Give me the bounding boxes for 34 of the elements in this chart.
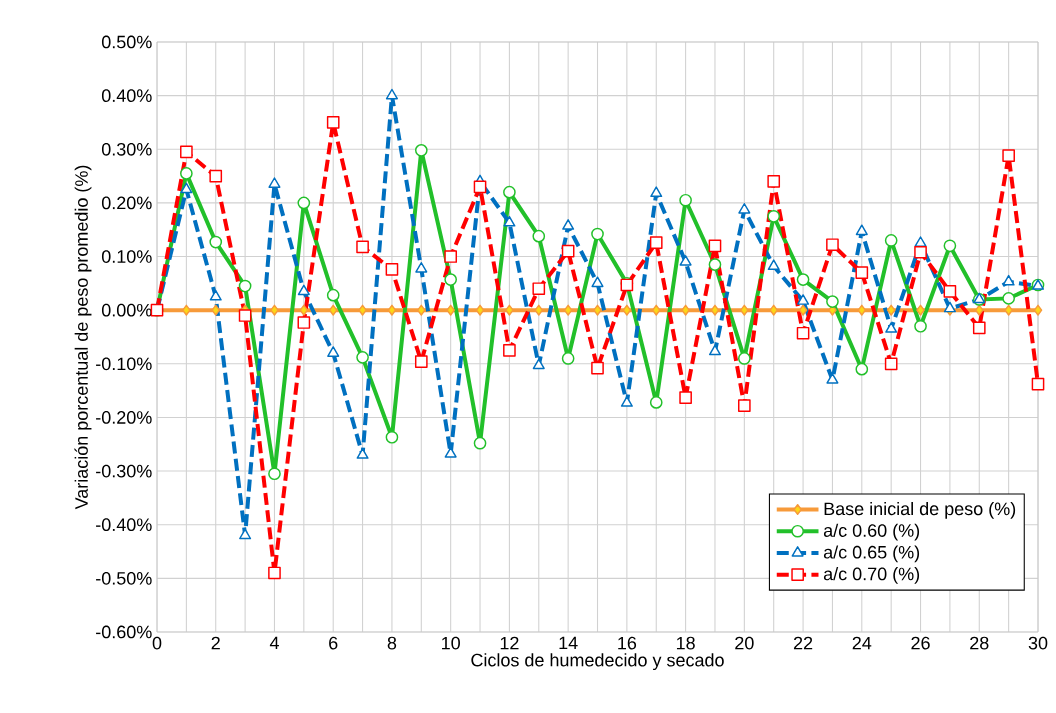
y-tick-label: 0.30% xyxy=(101,142,152,156)
x-tick-label: 0 xyxy=(152,636,162,650)
y-tick-label: 0.20% xyxy=(101,196,152,210)
x-tick-label: 22 xyxy=(793,636,813,650)
x-tick-label: 2 xyxy=(211,636,220,650)
y-tick-label: 0.50% xyxy=(101,35,152,49)
y-tick-label: 0.40% xyxy=(101,89,152,102)
x-axis-title: Ciclos de humedecido y secado xyxy=(471,653,724,671)
x-tick-label: 12 xyxy=(500,636,519,650)
x-tick-label: 18 xyxy=(676,636,695,650)
y-tick-label: -0.10% xyxy=(96,357,152,371)
x-tick-label: 10 xyxy=(442,636,460,650)
legend-label: a/c 0.70 (%) xyxy=(823,567,920,584)
x-tick-label: 28 xyxy=(970,636,989,650)
x-tick-label: 24 xyxy=(852,636,872,650)
legend-label: a/c 0.65 (%) xyxy=(823,545,920,563)
y-tick-label: 0.10% xyxy=(101,250,152,263)
x-tick-label: 16 xyxy=(618,636,637,650)
legend-label: Base inicial de peso (%) xyxy=(824,501,1016,519)
x-tick-label: 6 xyxy=(329,636,338,650)
y-axis-title: Variación porcentual de peso promedio (%) xyxy=(74,165,92,510)
y-tick-label: 0.00% xyxy=(101,303,152,317)
y-tick-label: -0.20% xyxy=(96,411,152,424)
x-tick-label: 20 xyxy=(735,636,754,650)
y-tick-label: -0.40% xyxy=(96,518,152,532)
x-tick-label: 8 xyxy=(387,636,397,650)
y-tick-label: -0.60% xyxy=(96,625,152,639)
x-tick-label: 26 xyxy=(911,636,930,650)
y-tick-label: -0.30% xyxy=(96,464,152,478)
legend-label: a/c 0.60 (%) xyxy=(823,523,920,541)
x-tick-label: 30 xyxy=(1028,636,1048,650)
x-tick-label: 4 xyxy=(269,636,279,650)
x-tick-label: 14 xyxy=(559,636,578,650)
y-tick-label: -0.50% xyxy=(96,571,152,585)
